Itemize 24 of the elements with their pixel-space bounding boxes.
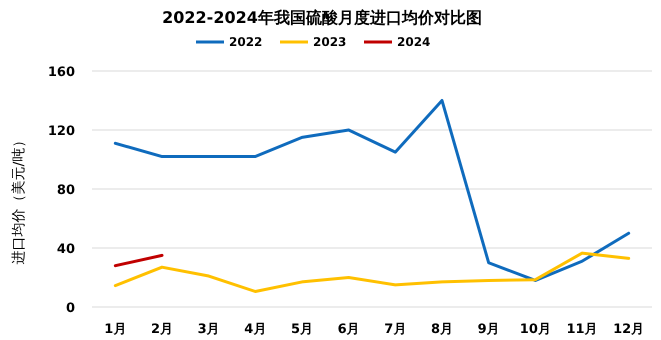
legend-label: 2022: [229, 35, 262, 49]
y-axis-title: 进口均价（美元/吨）: [11, 134, 27, 264]
x-tick-label: 8月: [430, 322, 454, 337]
x-tick-label: 2月: [150, 322, 174, 337]
x-tick-label: 5月: [290, 322, 314, 337]
y-tick-label: 0: [66, 301, 75, 316]
legend-label: 2024: [397, 35, 430, 49]
line-series: [114, 99, 630, 282]
legend-label: 2023: [313, 35, 346, 49]
y-tick-label: 80: [56, 183, 75, 198]
x-tick-label: 1月: [104, 322, 126, 337]
x-tick-label: 10月: [520, 322, 551, 337]
y-tick-label: 160: [48, 65, 75, 80]
x-tick-label: 12月: [613, 322, 644, 337]
y-tick-label: 120: [48, 124, 75, 139]
x-tick-label: 7月: [384, 322, 406, 337]
line-series: [114, 252, 630, 294]
y-tick-label: 40: [56, 242, 75, 257]
x-tick-label: 6月: [338, 322, 360, 337]
x-tick-label: 9月: [478, 322, 500, 337]
x-tick-label: 4月: [244, 322, 266, 337]
chart-title: 2022-2024年我国硫酸月度进口均价对比图: [162, 8, 482, 27]
x-tick-label: 11月: [566, 322, 598, 337]
x-tick-label: 3月: [198, 322, 220, 337]
